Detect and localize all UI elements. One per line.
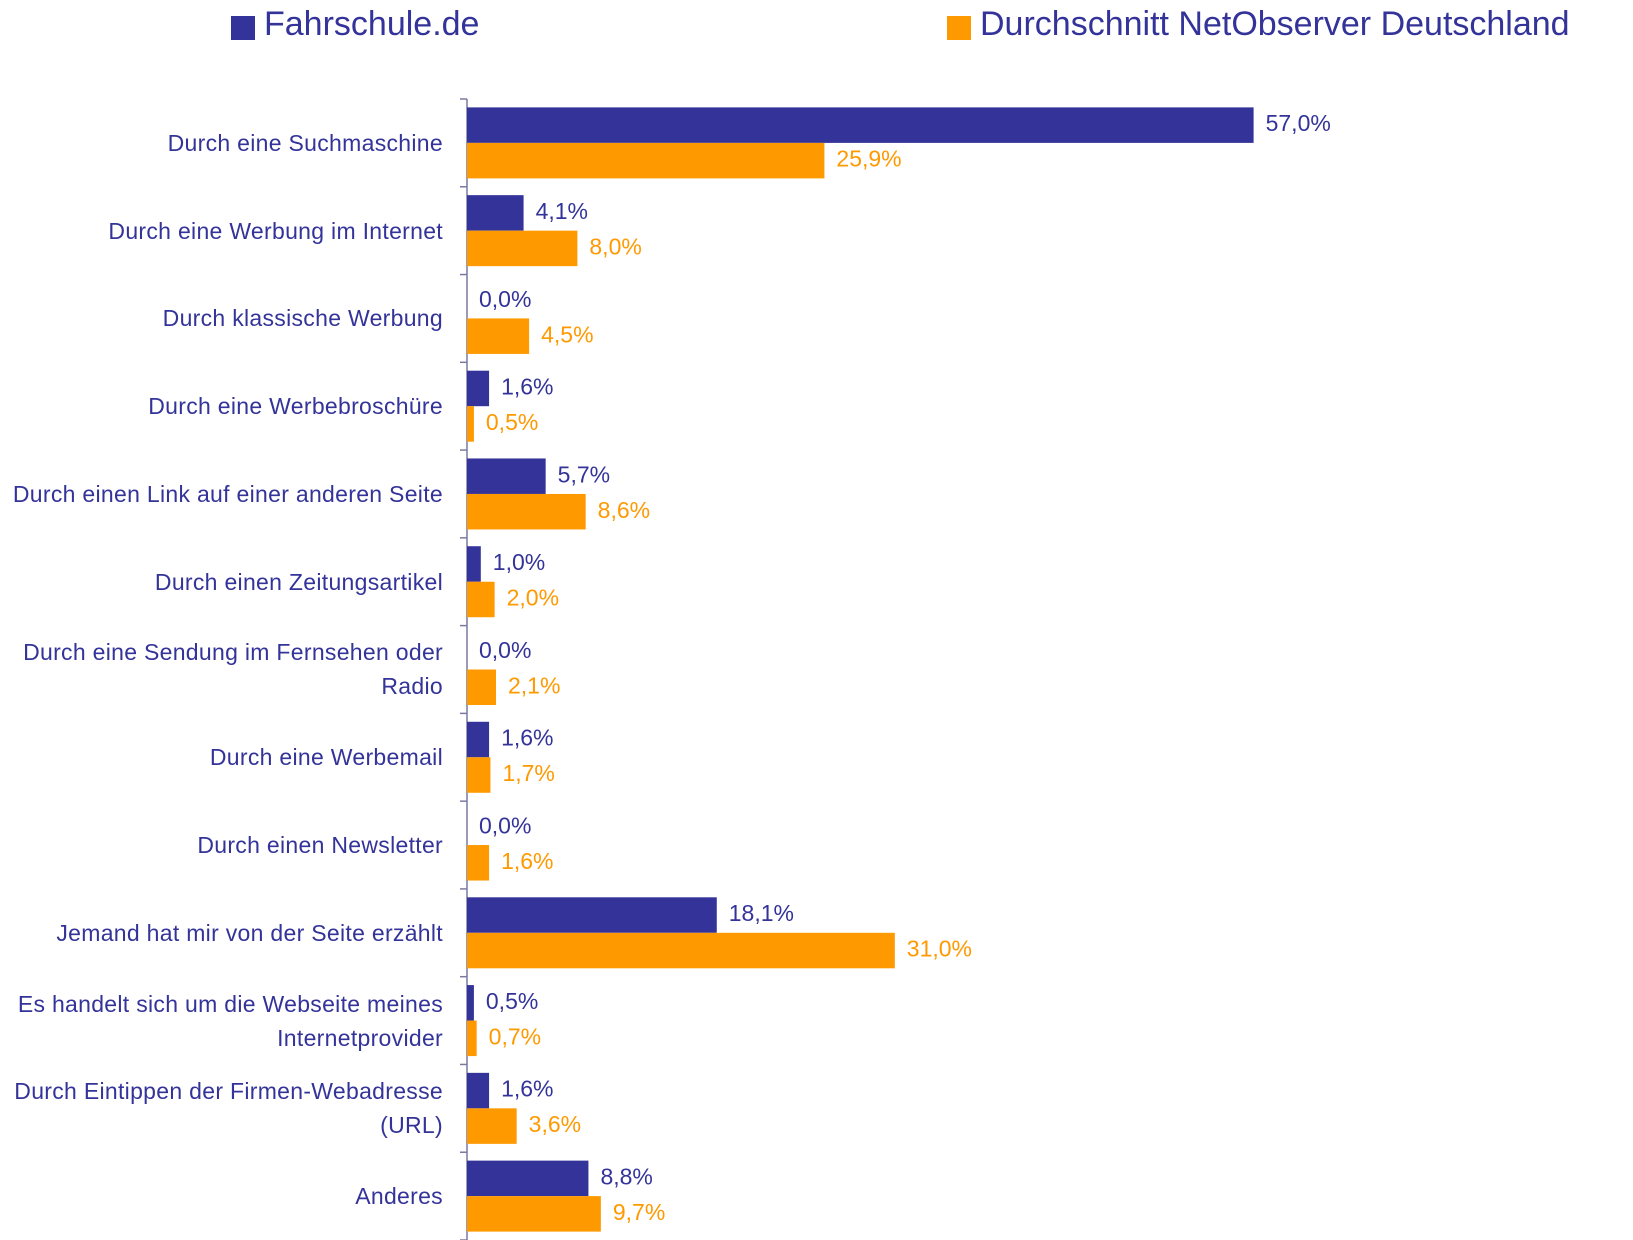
bar <box>467 195 524 231</box>
value-label: 5,7% <box>558 461 610 487</box>
bar <box>467 581 495 618</box>
value-label: 2,0% <box>507 585 559 611</box>
value-label: 1,6% <box>501 374 553 400</box>
category-label: Durch eine Werbemail <box>209 744 443 771</box>
legend-swatch <box>947 16 971 40</box>
value-label: 0,5% <box>486 988 538 1014</box>
value-label: 4,5% <box>541 321 593 347</box>
value-label: 1,6% <box>501 848 553 874</box>
bar <box>467 1196 601 1232</box>
value-label: 31,0% <box>907 936 972 962</box>
value-label: 0,0% <box>479 637 531 663</box>
category-label: Durch Eintippen der Firmen-Webadresse (U… <box>14 1078 443 1139</box>
value-label: 0,0% <box>479 812 531 838</box>
bar <box>467 1160 589 1197</box>
bar <box>467 318 530 354</box>
bar <box>467 230 578 267</box>
value-label: 1,0% <box>493 549 545 575</box>
value-label: 0,0% <box>479 286 531 312</box>
legend-label: Fahrschule.de <box>264 5 479 43</box>
bar <box>467 1072 490 1109</box>
bar <box>467 897 717 933</box>
bar <box>467 142 825 179</box>
bar <box>467 1020 477 1057</box>
category-label: Durch eine Suchmaschine <box>167 129 443 156</box>
value-label: 8,6% <box>598 497 650 523</box>
bar <box>467 1108 517 1144</box>
category-label: Durch einen Zeitungsartikel <box>154 568 443 595</box>
category-label: Durch eine Werbebroschüre <box>148 393 443 420</box>
bar <box>467 406 474 442</box>
bar <box>467 721 490 758</box>
category-label: Durch einen Link auf einer anderen Seite <box>12 480 443 507</box>
bar <box>467 493 586 530</box>
bar <box>467 669 496 705</box>
category-label: Anderes <box>355 1183 443 1210</box>
value-label: 25,9% <box>836 146 901 172</box>
value-label: 0,7% <box>489 1023 541 1049</box>
category-label: Durch eine Sendung im Fernsehen oder Rad… <box>23 639 443 700</box>
value-label: 3,6% <box>529 1111 581 1137</box>
bar <box>467 757 491 793</box>
bar <box>467 546 481 582</box>
bar <box>467 932 895 969</box>
value-label: 0,5% <box>486 409 538 435</box>
value-label: 18,1% <box>729 900 794 926</box>
value-label: 57,0% <box>1266 110 1331 136</box>
bar <box>467 107 1254 143</box>
category-label: Durch eine Werbung im Internet <box>108 217 443 244</box>
bar <box>467 370 490 407</box>
category-label: Durch klassische Werbung <box>162 305 443 332</box>
legend-label: Durchschnitt NetObserver Deutschland <box>980 5 1570 43</box>
category-label: Es handelt sich um die Webseite meines I… <box>17 990 443 1051</box>
category-label: Durch einen Newsletter <box>197 832 443 859</box>
value-label: 9,7% <box>613 1199 665 1225</box>
bar <box>467 845 490 881</box>
bar <box>467 458 546 494</box>
value-label: 8,8% <box>600 1163 652 1189</box>
value-label: 1,7% <box>502 760 554 786</box>
value-label: 2,1% <box>508 672 560 698</box>
bar <box>467 985 474 1021</box>
value-label: 1,6% <box>501 1076 553 1102</box>
value-label: 8,0% <box>589 233 641 259</box>
value-label: 4,1% <box>536 198 588 224</box>
value-label: 1,6% <box>501 725 553 751</box>
legend-swatch <box>231 16 255 40</box>
category-label: Jemand hat mir von der Seite erzählt <box>56 919 443 946</box>
